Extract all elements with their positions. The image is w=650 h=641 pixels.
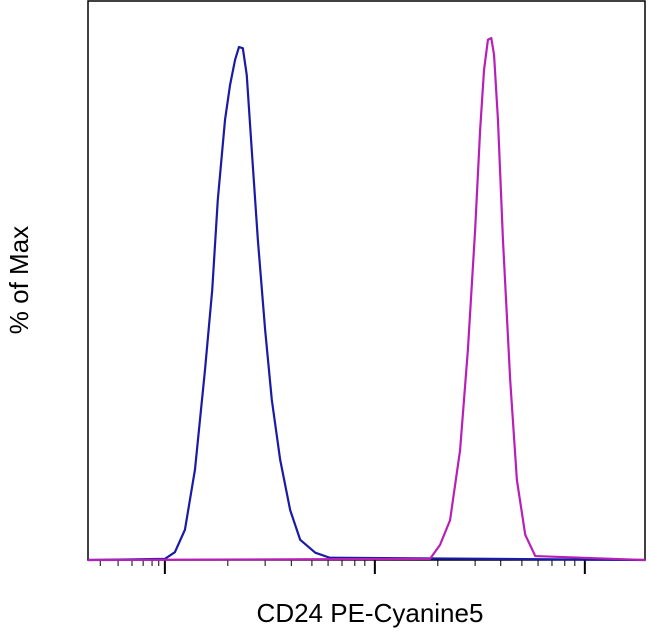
histogram-line [87,45,646,562]
plot-frame [87,0,646,561]
y-axis-label: % of Max [4,226,34,334]
x-axis-label: CD24 PE-Cyanine5 [257,598,484,628]
histogram-line [87,36,646,562]
